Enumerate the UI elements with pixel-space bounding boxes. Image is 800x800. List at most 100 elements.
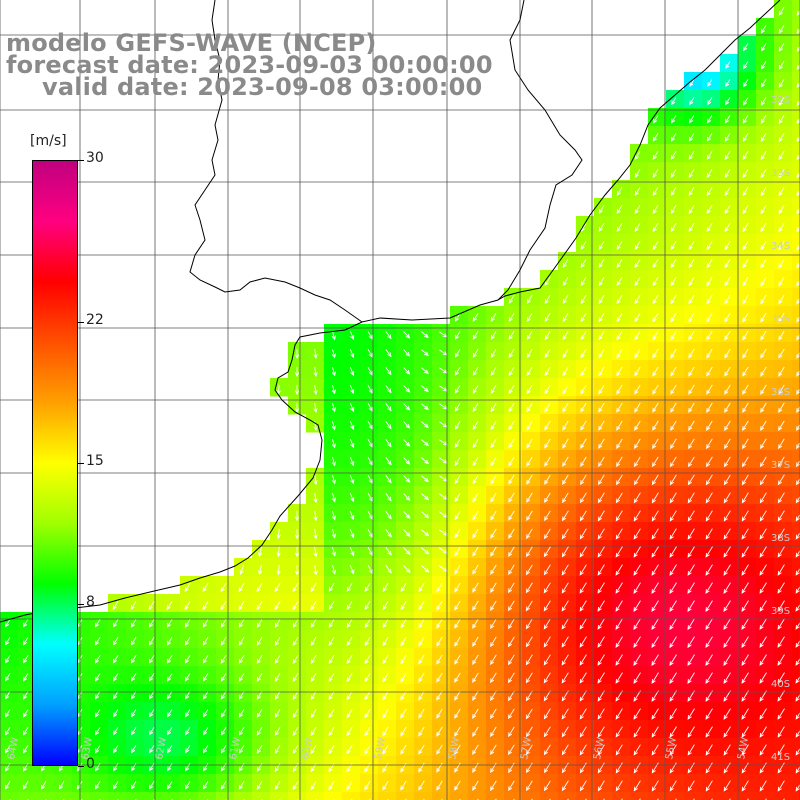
wind-arrow [580,366,587,377]
wind-arrow [724,240,731,251]
wind-arrow [403,385,411,393]
wind-speed-cell [792,450,800,469]
wind-arrow [184,654,191,664]
wind-speed-cell [756,792,775,800]
wind-arrow [795,657,800,666]
wind-arrow [652,150,659,160]
wind-arrow [670,132,677,142]
wind-arrow [706,402,713,413]
wind-arrow [313,402,318,414]
wind-arrow [346,726,353,737]
wind-arrow [310,654,317,665]
wind-arrow [220,763,227,772]
wind-arrow [741,510,749,522]
wind-arrow [238,672,245,682]
wind-arrow [597,636,605,648]
wind-arrow [310,618,317,628]
wind-arrow [616,312,623,323]
wind-arrow [652,204,659,215]
wind-arrow [472,348,479,358]
wind-arrow [310,762,317,773]
wind-arrow [723,456,731,468]
wind-arrow [634,420,641,431]
wind-arrow [256,690,263,700]
wind-arrow [310,690,317,701]
wind-arrow [759,528,767,540]
longitude-label: 56W [592,736,607,760]
wind-arrow [349,492,355,503]
wind-arrow [652,222,659,233]
wind-arrow [705,564,713,576]
wind-arrow [331,348,336,359]
wind-arrow [725,79,731,88]
wind-arrow [421,367,429,375]
wind-arrow [508,528,515,539]
wind-arrow [562,438,569,449]
wind-arrow [561,564,569,576]
wind-arrow [507,582,515,594]
wind-arrow [742,97,749,106]
wind-arrow [525,672,533,684]
wind-speed-cell [792,522,800,541]
wind-arrow [688,384,695,395]
wind-arrow [616,276,623,287]
wind-arrow [706,438,713,450]
wind-arrow [454,744,461,755]
wind-arrow [421,421,429,429]
wind-arrow [349,510,355,521]
wind-arrow [795,585,800,594]
wind-arrow [561,672,569,684]
wind-arrow [112,655,119,664]
wind-arrow [706,258,713,269]
wind-arrow [669,618,677,631]
wind-arrow [706,276,713,287]
wind-arrow [328,636,335,647]
wind-arrow [651,528,659,540]
wind-arrow [741,672,749,684]
wind-arrow [597,510,605,522]
wind-arrow [634,348,641,359]
wind-vector-field [4,6,800,800]
wind-arrow [543,708,551,720]
wind-arrow [256,654,263,665]
wind-arrow [688,168,695,179]
wind-arrow [418,762,425,773]
wind-arrow [579,762,587,774]
wind-arrow [238,780,245,790]
wind-arrow [597,546,605,558]
wind-arrow [741,708,749,720]
wind-arrow [130,691,137,700]
wind-arrow [4,637,11,646]
longitude-label: 63W [80,736,95,760]
wind-arrow [687,762,695,774]
wind-arrow [634,276,641,287]
wind-arrow [220,582,227,593]
wind-arrow [274,744,281,755]
wind-speed-cell [216,792,235,800]
wind-arrow [436,780,443,791]
wind-arrow [149,727,155,736]
wind-arrow [130,600,137,611]
wind-speed-cell [792,324,800,343]
wind-arrow [544,438,551,449]
wind-arrow [328,618,335,629]
wind-arrow [472,330,479,340]
wind-arrow [346,618,353,629]
wind-arrow [454,762,461,773]
wind-arrow [400,600,407,611]
wind-arrow [795,567,800,576]
wind-arrow [22,691,29,700]
latitude-label: 36S [771,387,790,398]
wind-arrow [454,402,461,412]
wind-arrow [598,240,605,251]
wind-arrow [382,600,389,611]
wind-speed-cell [792,72,800,91]
wind-arrow [526,420,533,431]
longitude-label: 64W [6,736,21,760]
wind-arrow [615,474,623,486]
latitude-label: 33S [771,168,790,179]
wind-arrow [777,780,785,792]
wind-arrow [421,475,430,483]
wind-arrow [777,762,785,774]
